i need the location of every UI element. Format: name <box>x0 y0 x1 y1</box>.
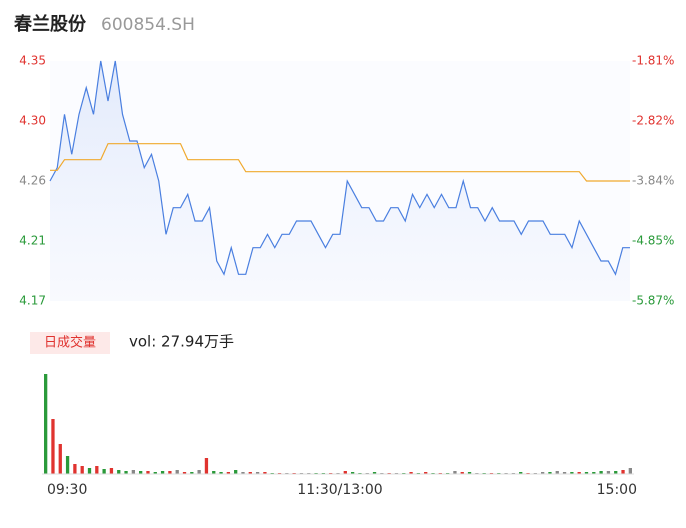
volume-bar <box>95 466 99 474</box>
chart-subtitle: 600854.SH <box>101 15 195 35</box>
volume-bar <box>584 472 589 474</box>
volume-bar <box>255 472 260 474</box>
volume-bar <box>248 472 252 474</box>
volume-bar <box>175 470 179 474</box>
volume-bar <box>73 464 77 474</box>
volume-tag-label: 日成交量 <box>44 335 96 351</box>
x-tick-label: 15:00 <box>597 482 637 498</box>
volume-bar <box>592 472 596 474</box>
volume-bar <box>460 472 464 474</box>
volume-bar <box>102 469 106 474</box>
volume-bar <box>109 468 114 474</box>
volume-bar <box>44 374 48 474</box>
volume-bar <box>372 472 377 474</box>
y2-tick-label: -4.85% <box>632 234 674 248</box>
volume-bar <box>190 472 194 474</box>
volume-bar <box>182 472 187 474</box>
volume-bar <box>139 471 143 474</box>
volume-bar <box>234 470 238 474</box>
y2-tick-label: -2.82% <box>632 114 674 128</box>
volume-bar <box>519 472 523 474</box>
volume-bar <box>51 419 55 474</box>
volume-bar <box>599 471 603 474</box>
y2-tick-label: -5.87% <box>632 294 674 308</box>
volume-bar <box>350 472 355 474</box>
volume-bar <box>168 471 172 474</box>
volume-bar <box>226 472 231 474</box>
y-tick-label: 4.35 <box>19 54 46 68</box>
volume-bar <box>562 472 567 474</box>
volume-bar <box>409 472 413 474</box>
volume-bar <box>628 468 632 474</box>
price-line <box>49 60 630 276</box>
volume-bar <box>424 472 428 474</box>
volume-bar <box>87 468 92 474</box>
volume-bar <box>117 470 121 474</box>
volume-bar <box>453 471 457 474</box>
volume-bar <box>621 470 625 474</box>
volume-bar <box>212 471 216 474</box>
volume-bar <box>606 471 611 474</box>
volume-bar <box>577 472 581 474</box>
volume-bar <box>241 472 245 474</box>
chart-title: 春兰股份 <box>14 13 87 35</box>
volume-total: vol: 27.94万手 <box>129 333 234 351</box>
volume-bar <box>80 466 84 474</box>
volume-bar <box>263 472 267 474</box>
y2-tick-label: -3.84% <box>632 174 674 188</box>
volume-bar <box>614 471 618 474</box>
volume-bar <box>555 471 559 474</box>
volume-bar <box>548 472 552 474</box>
volume-bar <box>570 472 574 474</box>
x-tick-label: 11:30/13:00 <box>297 482 382 498</box>
volume-bar <box>540 472 545 474</box>
volume-bar <box>204 458 209 474</box>
x-tick-label: 09:30 <box>47 482 87 498</box>
y-tick-label: 4.17 <box>19 294 46 308</box>
y-tick-label: 4.21 <box>19 234 46 248</box>
volume-bar <box>65 456 70 474</box>
y2-tick-label: -1.81% <box>632 54 674 68</box>
volume-bar <box>197 470 201 474</box>
average-line <box>50 143 630 182</box>
volume-bar <box>343 471 347 474</box>
volume-bar <box>58 444 62 474</box>
volume-bar <box>153 472 157 474</box>
volume-bar <box>146 471 150 474</box>
volume-bar <box>219 472 223 474</box>
volume-bar <box>467 472 472 474</box>
y-tick-label: 4.26 <box>19 174 46 188</box>
price-area <box>50 61 630 301</box>
y-tick-label: 4.30 <box>19 114 46 128</box>
volume-bar <box>124 471 128 474</box>
volume-tag <box>30 332 110 354</box>
volume-bar <box>131 470 136 474</box>
volume-bar <box>160 471 165 474</box>
